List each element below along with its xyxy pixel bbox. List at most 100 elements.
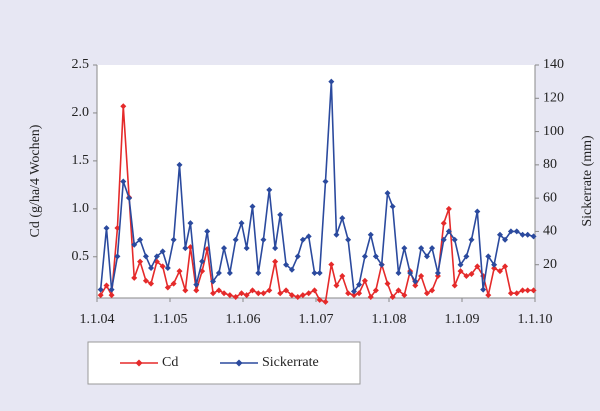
data-point (283, 261, 290, 268)
data-point (384, 280, 391, 287)
data-point (519, 231, 526, 238)
x-tick-label: 1.1.04 (80, 312, 115, 327)
data-point (356, 281, 363, 288)
data-point (266, 287, 273, 294)
data-point (182, 245, 189, 252)
data-point (496, 268, 503, 275)
data-point (491, 265, 498, 272)
data-point (97, 292, 104, 299)
data-point (328, 261, 335, 268)
data-point (507, 228, 514, 235)
data-point (345, 290, 352, 297)
data-point (226, 292, 233, 299)
data-point (463, 253, 470, 260)
legend-label: Sickerrate (262, 355, 319, 370)
data-point (266, 186, 273, 193)
data-point (131, 274, 138, 281)
data-point (305, 290, 312, 297)
data-point (221, 290, 228, 297)
data-point (299, 292, 306, 299)
x-tick-label: 1.1.05 (153, 312, 188, 327)
data-point (182, 287, 189, 294)
data-point (176, 161, 183, 168)
data-point (457, 261, 464, 268)
data-point (440, 236, 447, 243)
data-point (378, 261, 385, 268)
data-point (445, 228, 452, 235)
data-point (361, 253, 368, 260)
data-point (524, 287, 531, 294)
data-point (412, 282, 419, 289)
y2-tick-label: 40 (543, 224, 557, 239)
data-point (485, 292, 492, 299)
data-point (372, 253, 379, 260)
data-point (356, 290, 363, 297)
data-point (238, 290, 245, 297)
data-point (170, 236, 177, 243)
data-point (176, 268, 183, 275)
data-point (463, 272, 470, 279)
y2-tick-label: 80 (543, 157, 557, 172)
data-point (215, 287, 222, 294)
data-point (249, 203, 256, 210)
data-point (474, 263, 481, 270)
data-point (164, 265, 171, 272)
data-point (423, 253, 430, 260)
data-point (530, 287, 537, 294)
y2-tick-label: 20 (543, 257, 557, 272)
data-point (361, 277, 368, 284)
data-point (491, 261, 498, 268)
data-point (345, 236, 352, 243)
data-point (401, 245, 408, 252)
data-point (384, 190, 391, 197)
data-point (395, 287, 402, 294)
x-tick-label: 1.1.10 (518, 312, 553, 327)
data-point (187, 220, 194, 227)
legend-marker (235, 359, 243, 367)
data-point (468, 271, 475, 278)
data-point (131, 241, 138, 248)
data-point (429, 287, 436, 294)
data-point (193, 281, 200, 288)
data-point (530, 233, 537, 240)
data-point (322, 298, 329, 305)
data-point (260, 236, 267, 243)
data-point (418, 272, 425, 279)
data-point (153, 253, 160, 260)
data-point (103, 225, 110, 232)
data-point (311, 287, 318, 294)
data-point (513, 228, 520, 235)
data-point (108, 286, 115, 293)
data-point (502, 263, 509, 270)
data-point (108, 292, 115, 299)
legend-label: Cd (162, 355, 178, 370)
data-point (350, 288, 357, 295)
data-point (513, 290, 520, 297)
data-point (159, 263, 166, 270)
x-tick-label: 1.1.07 (299, 312, 334, 327)
data-point (215, 270, 222, 277)
data-point (434, 270, 441, 277)
data-point (451, 282, 458, 289)
data-point (126, 195, 133, 202)
data-point (277, 211, 284, 218)
y2-tick-label: 140 (543, 57, 564, 72)
data-point (199, 258, 206, 265)
data-point (485, 253, 492, 260)
data-point (299, 236, 306, 243)
data-point (159, 248, 166, 255)
data-point (204, 228, 211, 235)
data-point (170, 280, 177, 287)
data-point (407, 270, 414, 277)
data-point (389, 294, 396, 301)
data-point (457, 268, 464, 275)
data-point (232, 236, 239, 243)
data-point (120, 178, 127, 185)
data-point (451, 236, 458, 243)
data-point (142, 253, 149, 260)
data-point (288, 266, 295, 273)
data-point (288, 292, 295, 299)
data-point (243, 245, 250, 252)
